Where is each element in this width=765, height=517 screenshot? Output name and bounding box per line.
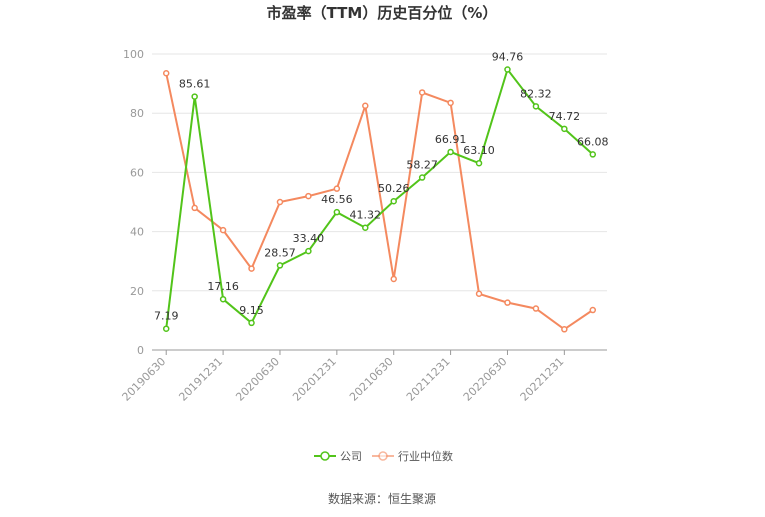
data-point: [162, 69, 170, 77]
data-label: 74.72: [549, 110, 581, 123]
x-tick-label: 20190630: [120, 355, 169, 404]
data-point: [305, 192, 312, 200]
grid-lines: [152, 53, 607, 292]
data-point: [561, 125, 568, 133]
data-point: [248, 265, 255, 272]
legend: 公司 行业中位数: [314, 449, 453, 463]
data-point: [390, 275, 397, 283]
data-point: [504, 66, 511, 73]
y-axis-ticks: 0 20 40 60 80 100: [123, 48, 144, 357]
data-label: 66.91: [435, 133, 467, 146]
data-label: 7.19: [154, 310, 179, 323]
y-tick-label: 100: [123, 48, 144, 61]
y-tick-label: 20: [130, 285, 144, 298]
data-point: [475, 290, 483, 298]
data-point: [532, 305, 540, 312]
data-point: [276, 262, 284, 269]
source-note: 数据来源：恒生聚源: [328, 491, 436, 506]
data-point: [162, 325, 170, 332]
data-point: [248, 319, 255, 327]
x-tick-label: 20191231: [176, 355, 225, 404]
data-label: 33.40: [293, 232, 325, 245]
legend-label: 公司: [340, 450, 362, 463]
x-axis-ticks: 20190630 20191231 20200630 20201231 20210630…: [120, 350, 567, 404]
series-line: [165, 67, 594, 329]
data-label: 17.16: [207, 280, 239, 293]
x-tick-label: 20201231: [290, 355, 339, 404]
data-point: [589, 306, 597, 314]
data-label: 50.26: [378, 182, 410, 195]
data-label: 82.32: [520, 87, 552, 100]
y-tick-label: 80: [130, 107, 144, 120]
data-label: 63.10: [463, 144, 495, 157]
data-label: 28.57: [264, 246, 296, 259]
x-tick-label: 20200630: [233, 355, 282, 404]
data-point: [418, 174, 426, 181]
data-point: [532, 103, 540, 110]
legend-marker: [320, 451, 330, 461]
data-point: [418, 89, 426, 96]
data-point: [191, 204, 198, 212]
data-point: [475, 159, 483, 167]
data-point: [561, 326, 568, 333]
y-tick-label: 0: [137, 344, 144, 357]
data-label: 46.56: [321, 193, 353, 206]
data-point: [447, 99, 454, 107]
data-label: 41.32: [350, 209, 382, 222]
data-point: [191, 93, 198, 100]
data-label: 94.76: [492, 51, 524, 64]
data-point: [276, 198, 284, 206]
legend-label: 行业中位数: [398, 449, 453, 463]
x-tick-label: 20220630: [461, 355, 510, 404]
data-point: [504, 299, 511, 306]
data-point: [447, 148, 454, 156]
legend-marker: [378, 451, 388, 461]
y-tick-label: 60: [130, 166, 144, 179]
x-tick-label: 20211231: [404, 355, 453, 404]
x-tick-label: 20221231: [518, 355, 567, 404]
data-label: 58.27: [406, 159, 438, 172]
data-point: [362, 102, 369, 110]
data-point: [305, 247, 312, 255]
data-point: [589, 151, 597, 158]
data-point: [219, 295, 227, 303]
data-point: [333, 185, 341, 192]
x-tick-label: 20210630: [347, 355, 396, 404]
data-point: [219, 226, 227, 234]
data-label: 85.61: [179, 78, 211, 91]
chart-title: 市盈率（TTM）历史百分位（%）: [267, 4, 498, 22]
y-tick-label: 40: [130, 226, 144, 239]
data-point: [333, 208, 341, 216]
series-line: [165, 72, 594, 331]
data-label: 66.08: [577, 135, 609, 148]
data-point: [362, 224, 369, 231]
data-point: [390, 197, 397, 205]
data-label: 9.15: [239, 304, 264, 317]
